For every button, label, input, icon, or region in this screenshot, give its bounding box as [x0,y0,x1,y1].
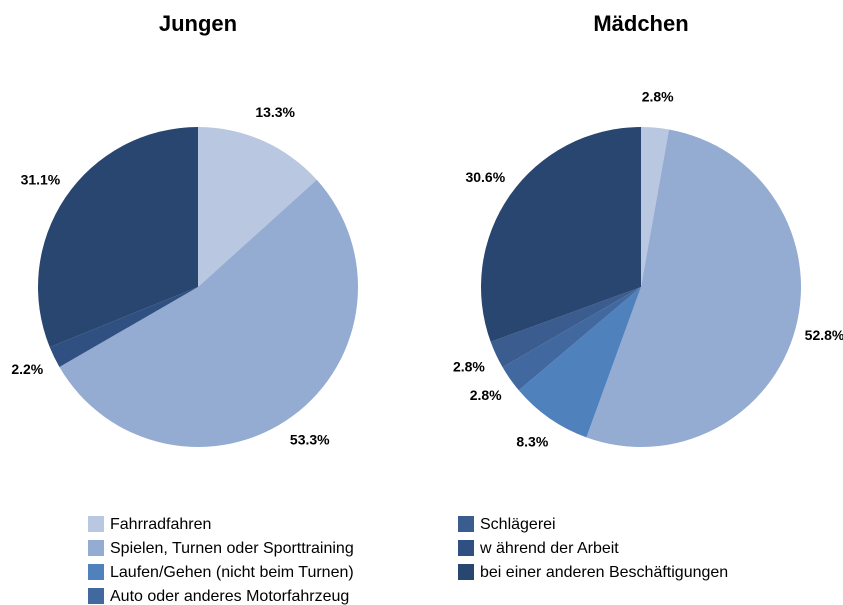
pie-slice [518,287,641,438]
legend-label: Laufen/Gehen (nicht beim Turnen) [110,564,354,581]
legend-label: bei einer anderen Beschäftigungen [480,564,728,581]
legend-swatch [88,516,104,532]
pie-slice [586,129,801,447]
value-label: 8.3% [516,434,548,450]
value-label: 2.8% [453,358,485,374]
pie-slice [502,287,641,391]
value-label: 53.3% [290,431,330,447]
value-label: 2.8% [470,387,502,403]
pie-slice [198,127,317,287]
legend-swatch [458,516,474,532]
value-label: 31.1% [21,172,61,188]
pie-slice [59,179,359,448]
pie-slice [641,127,669,287]
legend-swatch [458,540,474,556]
pie-slice [490,287,641,368]
legend-swatch [458,564,474,580]
legend-swatch [88,588,104,604]
value-label: 13.3% [255,104,295,120]
value-label: 2.2% [11,361,43,377]
legend-swatch [88,540,104,556]
pie-slice [49,287,199,367]
legend-label: Fahrradfahren [110,516,211,533]
value-label: 52.8% [805,327,843,343]
legend-swatch [88,564,104,580]
pie-slice [480,127,641,342]
chart-title: Mädchen [593,11,688,36]
pie-slice [37,127,198,348]
legend-label: Auto oder anderes Motorfahrzeug [110,588,349,605]
value-label: 30.6% [465,169,505,185]
chart-title: Jungen [159,11,237,36]
value-label: 2.8% [642,88,674,104]
legend-label: Spielen, Turnen oder Sporttraining [110,540,354,557]
legend-label: w ährend der Arbeit [479,540,619,557]
legend-label: Schlägerei [480,516,556,533]
